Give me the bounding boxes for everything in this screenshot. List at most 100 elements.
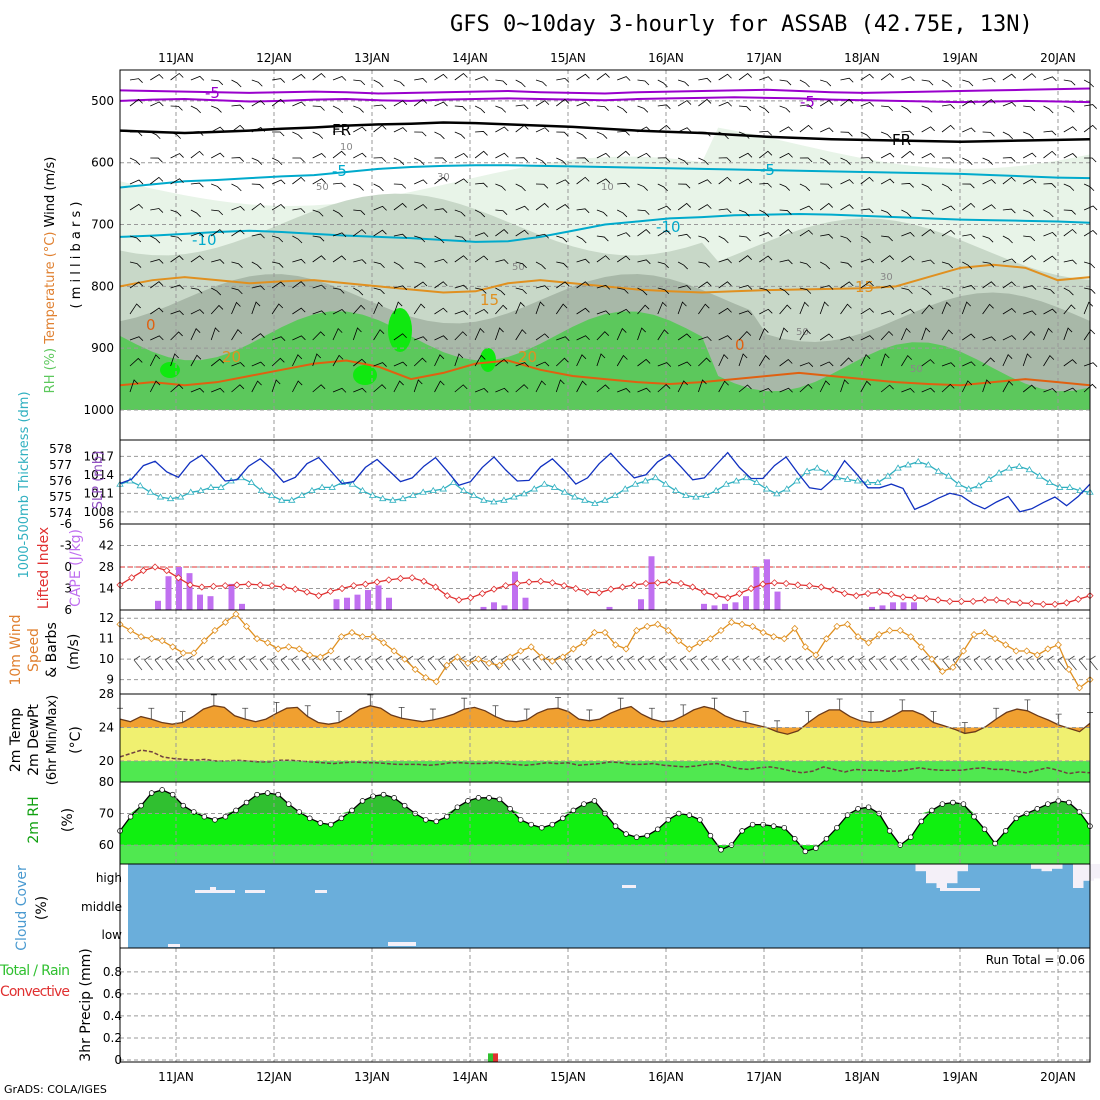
wind-barb-245 xyxy=(231,205,245,211)
lifted-index-line-pt-33 xyxy=(502,582,510,590)
wind-barb-352 xyxy=(454,255,468,263)
contour-label-20: 0 xyxy=(146,316,156,334)
contour-label-0: -5 xyxy=(205,84,220,102)
wind-barb-617 xyxy=(961,380,973,393)
wind-barb-179 xyxy=(840,157,851,165)
thickness-line-pt-75 xyxy=(874,478,882,486)
rh2-base xyxy=(120,845,1090,864)
wind-barb-349 xyxy=(393,261,404,270)
precip-ylabel: 3hr Precip (mm) xyxy=(78,948,94,1061)
wind-barb-351 xyxy=(434,258,448,264)
thickness-line-pt-16 xyxy=(277,496,286,503)
wind-barb-275 xyxy=(840,204,854,211)
cloud-gap-87 xyxy=(1041,864,1052,872)
wind-barb-54 xyxy=(251,100,265,107)
wind-barb-372 xyxy=(860,258,875,264)
wind-barb-297 xyxy=(312,235,325,242)
wind10-line-pt-90 xyxy=(1065,665,1073,673)
wind-barb-167 xyxy=(596,152,611,159)
lifted-index-line-pt-29 xyxy=(455,596,463,604)
wind-barb-262 xyxy=(576,208,590,214)
wind10-line-pt-71 xyxy=(865,639,873,647)
thickness-line-pt-63 xyxy=(752,478,761,486)
wind-barb-469 xyxy=(880,310,895,316)
wind-barb-101 xyxy=(231,124,245,133)
wind10-line-pt-88 xyxy=(1044,645,1052,653)
wind-barb-424 xyxy=(941,287,954,294)
wind-barb-622 xyxy=(1063,387,1078,393)
wind10-line-pt-47 xyxy=(611,641,620,649)
thickness-line-pt-7 xyxy=(187,488,195,495)
wind10-barb-3 xyxy=(165,655,174,671)
cape-bar-33 xyxy=(480,606,487,610)
wind-barb-206 xyxy=(414,179,428,185)
p1-ytick-3: 800 xyxy=(91,279,114,293)
wind-barb-288 xyxy=(129,235,142,243)
lifted-index-line-pt-22 xyxy=(373,578,381,586)
wind10-line-pt-24 xyxy=(369,633,377,641)
wind-barb-350 xyxy=(414,261,426,268)
wind-barb-479 xyxy=(1083,301,1094,315)
wind10-barb-13 xyxy=(270,655,279,671)
lifted-index-line-pt-39 xyxy=(572,584,580,593)
rh2-line-pt-21 xyxy=(338,815,345,822)
wind-barb-452 xyxy=(535,301,545,315)
wind-barb-358 xyxy=(576,258,590,264)
wind-barb-342 xyxy=(251,261,262,270)
wind10-barb-58 xyxy=(742,655,752,671)
wind-barb-251 xyxy=(353,209,366,216)
top-xtick-6: 17JAN xyxy=(746,51,782,65)
lifted-index-line-pt-24 xyxy=(396,574,405,583)
wind10-line-pt-73 xyxy=(886,626,894,635)
wind-barb-47 xyxy=(1083,79,1095,88)
wind-barb-96 xyxy=(129,131,143,137)
wind-barb-162 xyxy=(495,152,509,159)
wind-barb-322 xyxy=(820,234,834,239)
wind-barb-53 xyxy=(231,104,245,110)
wind-barb-427 xyxy=(1002,281,1016,289)
wind-barb-443 xyxy=(353,304,366,315)
wind10-line-pt-65 xyxy=(801,643,809,651)
wind-barb-24 xyxy=(617,76,631,81)
wind-barb-45 xyxy=(1043,76,1057,82)
wind-barb-82 xyxy=(819,100,834,107)
cape-bar-72 xyxy=(890,602,896,610)
wind-barb-392 xyxy=(292,281,306,289)
wind10-line-pt-66 xyxy=(812,651,820,659)
wind10-barb-49 xyxy=(648,655,657,671)
wind-barb-140 xyxy=(1023,131,1034,139)
cape-bar-54 xyxy=(701,603,707,610)
wind-barb-43 xyxy=(1002,73,1016,81)
wind10-line-pt-30 xyxy=(432,678,440,686)
thickness-line-pt-38 xyxy=(500,496,508,503)
wind-barb-44 xyxy=(1022,73,1037,81)
top-xtick-3: 14JAN xyxy=(452,51,488,65)
wind-barb-8 xyxy=(292,73,306,81)
wind10-line-pt-42 xyxy=(559,653,567,661)
wind10-barb-2 xyxy=(154,655,164,671)
wind-barb-111 xyxy=(434,131,445,140)
slp-line xyxy=(119,451,1091,513)
wind10-line-pt-82 xyxy=(980,628,989,637)
cape-bar-71 xyxy=(879,605,886,610)
wind10-barb-59 xyxy=(753,655,762,671)
wind-barb-165 xyxy=(556,157,567,166)
lifted-index-line-pt-21 xyxy=(361,580,369,588)
wind10-barb-62 xyxy=(784,655,794,671)
wind-barb-267 xyxy=(677,202,692,211)
wind-barb-608 xyxy=(779,387,793,393)
wind-barb-231 xyxy=(921,183,933,191)
cape-bar-19 xyxy=(333,599,340,610)
wind10-line-pt-64 xyxy=(791,624,799,633)
thickness-line-pt-78 xyxy=(904,461,912,468)
wind-barb-397 xyxy=(393,285,408,291)
wind-barb-80 xyxy=(779,105,791,113)
wind10-barb-24 xyxy=(385,655,395,671)
thickness-line-pt-68 xyxy=(803,467,811,474)
wind-barb-599 xyxy=(596,384,610,393)
cape-tick-0: 14 xyxy=(99,582,114,596)
wind-barb-384 xyxy=(129,281,144,289)
wind10-barb-36 xyxy=(511,655,521,671)
wind-barb-198 xyxy=(251,183,264,189)
wind-barb-58 xyxy=(332,105,344,114)
